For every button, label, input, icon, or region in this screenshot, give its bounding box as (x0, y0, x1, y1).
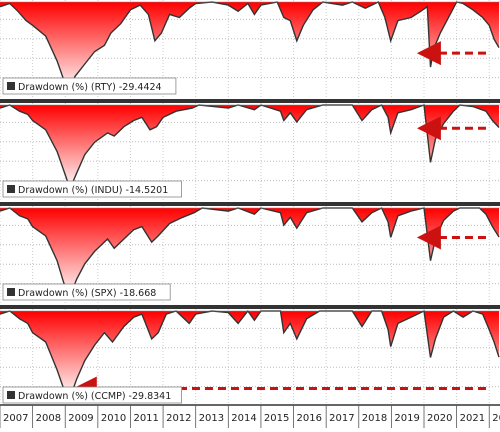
legend-label: Drawdown (%) (INDU) -14.5201 (18, 185, 168, 196)
x-tick-label: 2007 (3, 413, 28, 424)
legend: Drawdown (%) (CCMP) -29.8341 (2, 386, 183, 404)
x-tick-label: 2012 (166, 413, 191, 424)
x-tick-label: 2017 (329, 413, 354, 424)
x-tick-label: 2013 (199, 413, 224, 424)
x-tick-label: 2015 (264, 413, 289, 424)
legend-swatch (7, 288, 15, 296)
x-tick-label: 2008 (36, 413, 61, 424)
x-tick-label: 2021 (460, 413, 485, 424)
x-axis: 2007 2008 2009 2010 2011 2012 2013 2014 2015 2016… (0, 404, 500, 428)
x-tick-label: 2010 (101, 413, 126, 424)
legend: Drawdown (%) (SPX) -18.668 (2, 283, 171, 301)
x-tick-label: 2016 (297, 413, 322, 424)
x-tick-label: 2018 (362, 413, 387, 424)
legend-box (2, 283, 171, 301)
x-tick-label: 2019 (394, 413, 419, 424)
legend-swatch (7, 82, 15, 90)
panel-3: Drawdown (%) (SPX) -18.668 (0, 206, 500, 303)
x-axis-band (0, 405, 500, 428)
drawdown-area (0, 311, 499, 398)
legend-label: Drawdown (%) (CCMP) -29.8341 (18, 391, 171, 402)
x-tick-label: 2014 (231, 413, 256, 424)
legend-box (2, 386, 183, 404)
legend-label: Drawdown (%) (RTY) -29.4424 (18, 82, 162, 93)
legend-swatch (7, 391, 15, 399)
drawdown-area (0, 2, 499, 92)
panel-divider (0, 305, 500, 309)
x-tick-label: 2022 (492, 413, 500, 424)
panel-2: Drawdown (%) (INDU) -14.5201 (0, 103, 500, 200)
legend-box (2, 180, 183, 198)
panel-1: Drawdown (%) (RTY) -29.4424 (0, 0, 500, 97)
x-tick-label: 2011 (133, 413, 158, 424)
legend-label: Drawdown (%) (SPX) -18.668 (18, 288, 156, 299)
x-tick-label: 2009 (68, 413, 93, 424)
panel-divider (0, 202, 500, 206)
legend: Drawdown (%) (INDU) -14.5201 (2, 180, 183, 198)
legend-box (2, 77, 177, 95)
panel-divider (0, 99, 500, 103)
legend: Drawdown (%) (RTY) -29.4424 (2, 77, 177, 95)
legend-swatch (7, 185, 15, 193)
panel-4: Drawdown (%) (CCMP) -29.8341 (0, 309, 500, 406)
x-tick-label: 2020 (427, 413, 452, 424)
drawdown-area (0, 208, 499, 297)
